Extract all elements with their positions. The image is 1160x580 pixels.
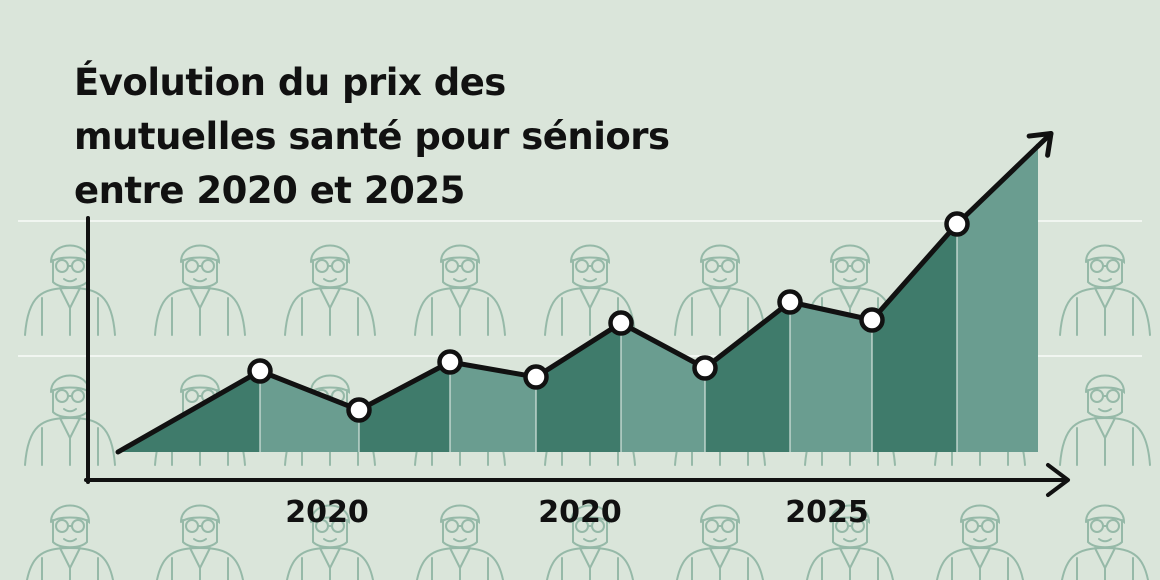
senior-person-icon [546, 504, 634, 580]
x-tick-label: 2025 [785, 495, 869, 530]
data-point [692, 355, 718, 381]
area-band [359, 362, 450, 452]
senior-person-icon [1061, 504, 1149, 580]
senior-person-icon [936, 504, 1024, 580]
data-point [777, 289, 803, 315]
senior-person-icon [26, 504, 114, 580]
senior-person-icon [24, 374, 116, 466]
senior-person-icon [1059, 244, 1151, 336]
x-axis-arrowhead [1046, 463, 1070, 497]
area-band [790, 302, 872, 452]
senior-person-icon [416, 504, 504, 580]
senior-person-icon [154, 244, 246, 336]
senior-person-icon [156, 504, 244, 580]
senior-person-icon [806, 504, 894, 580]
area-band [450, 362, 536, 452]
trend-arrowhead [1026, 131, 1054, 158]
x-tick-label: 2020 [538, 495, 622, 530]
senior-person-icon [24, 244, 116, 336]
data-point [247, 358, 273, 384]
data-point [523, 364, 549, 390]
senior-person-icon [284, 244, 376, 336]
area-band [260, 371, 359, 452]
x-tick-label: 2020 [285, 495, 369, 530]
area-band [621, 323, 705, 452]
area-band [705, 302, 790, 452]
chart-title: Évolution du prix des mutuelles santé po… [74, 61, 670, 212]
senior-person-icon [414, 244, 506, 336]
data-point [944, 211, 970, 237]
senior-person-icon [674, 244, 766, 336]
senior-person-icon [1059, 374, 1151, 466]
area-band [536, 323, 621, 452]
data-point [437, 349, 463, 375]
data-point [608, 310, 634, 336]
data-point [346, 397, 372, 423]
data-point [859, 307, 885, 333]
senior-person-icon [286, 504, 374, 580]
area-band [957, 146, 1038, 452]
area-band [872, 224, 957, 452]
senior-person-icon [676, 504, 764, 580]
